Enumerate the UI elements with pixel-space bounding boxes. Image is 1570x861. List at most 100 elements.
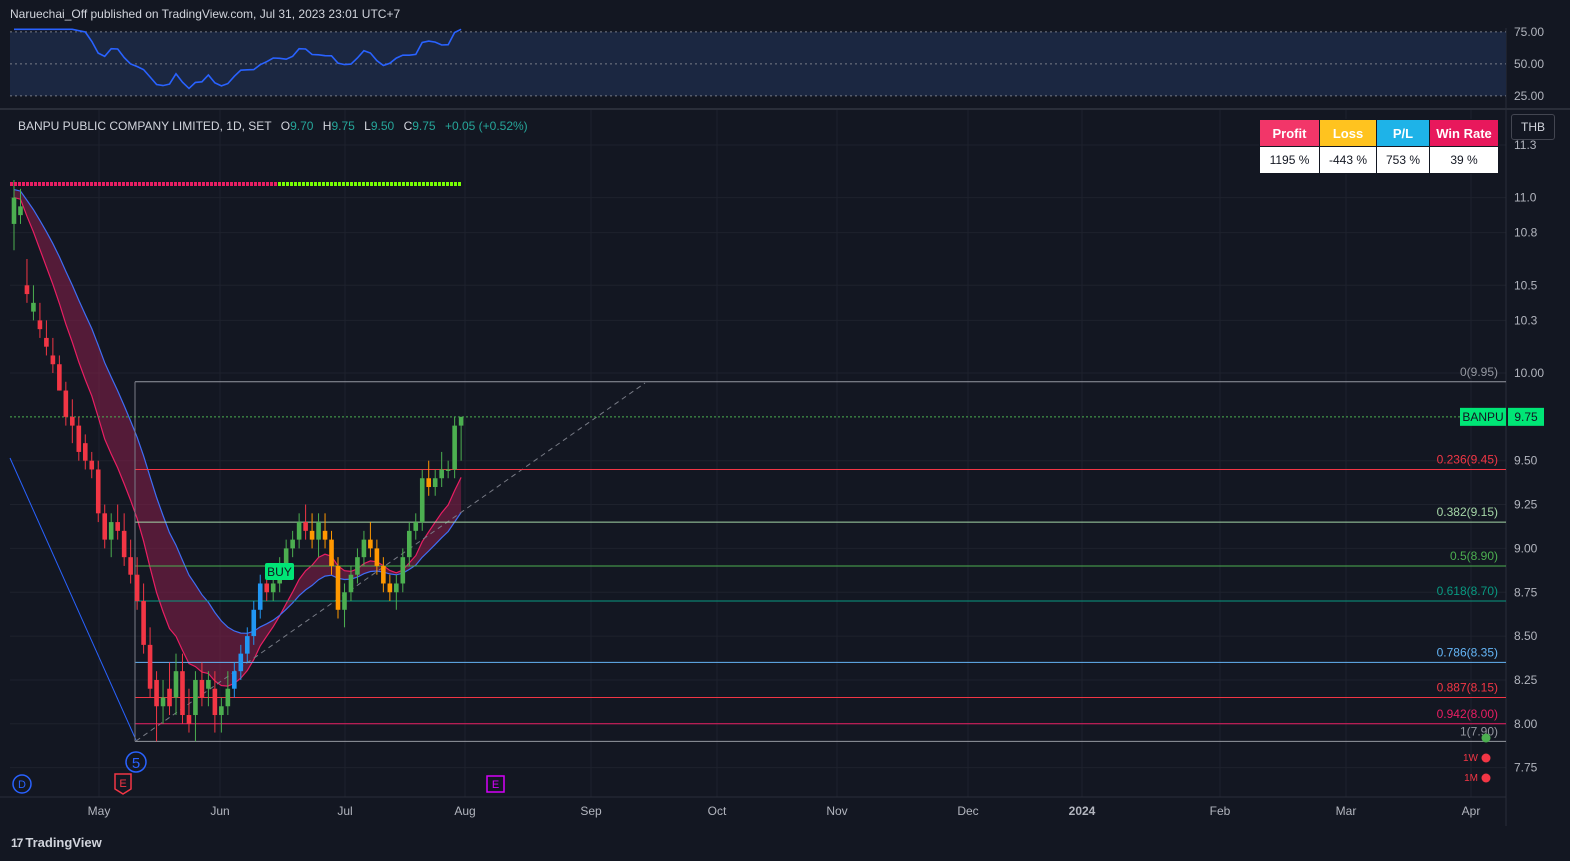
timeframe-1w-dot: [1481, 753, 1491, 763]
price-tick-label: 8.75: [1514, 585, 1538, 599]
price-tick-label: 8.00: [1514, 717, 1538, 731]
price-tick-label: 8.25: [1514, 673, 1538, 687]
last-price-tag-box: [1508, 407, 1544, 426]
signal-dot: [282, 182, 285, 186]
time-tick-label: Dec: [957, 804, 978, 818]
signal-dot: [278, 182, 281, 186]
rsi-line: [14, 28, 462, 90]
candle-body: [283, 548, 289, 566]
signal-dot: [134, 182, 137, 186]
candle-body: [31, 302, 36, 312]
signal-dot: [406, 182, 409, 186]
candle-body: [89, 460, 95, 470]
price-tick-label: 11.0: [1514, 191, 1537, 205]
candle-body: [400, 557, 406, 584]
close-value: 9.75: [412, 119, 436, 133]
earnings-marker-label: E: [119, 778, 126, 790]
signal-dot: [382, 182, 385, 186]
signal-dot: [410, 182, 413, 186]
timeframe-1m-dot: [1481, 773, 1491, 783]
pl-header: P/L: [1376, 119, 1430, 147]
signal-dot: [438, 182, 441, 186]
dividend-marker-circle: [12, 774, 32, 794]
candle-body: [206, 679, 211, 689]
signal-dot: [270, 182, 273, 186]
signal-dot: [326, 182, 329, 186]
profit-value: 1195 %: [1259, 146, 1320, 174]
signal-dot: [262, 182, 265, 186]
time-axis: May Jun Jul Aug Sep Oct Nov Dec 2024 Feb Mar Apr: [88, 804, 1481, 818]
signal-dot: [302, 182, 305, 186]
signal-dot: [286, 182, 289, 186]
ema-slow-line: [13, 189, 462, 634]
signal-dot: [178, 182, 181, 186]
candle-body: [102, 513, 108, 540]
signal-dot: [298, 182, 301, 186]
signal-dot: [446, 182, 449, 186]
open-label: O: [280, 119, 291, 133]
signal-dot: [70, 182, 73, 186]
rsi-tick-label: 75.00: [1514, 25, 1544, 39]
candle-body: [134, 574, 140, 602]
signal-dot: [66, 182, 69, 186]
dividend-marker-label: D: [18, 779, 26, 791]
signal-dot: [266, 182, 269, 186]
time-tick-label: Mar: [1336, 804, 1357, 818]
candle-body: [322, 530, 328, 540]
signal-dot: [310, 182, 313, 186]
signal-dot: [370, 182, 373, 186]
price-tick-label: 9.00: [1514, 541, 1538, 555]
publish-header: Naruechai_Off published on TradingView.c…: [0, 0, 1570, 28]
signal-dot: [254, 182, 257, 186]
candle-body: [348, 574, 354, 593]
candle-body: [24, 285, 30, 295]
signal-dot: [290, 182, 293, 186]
signal-dot: [250, 182, 253, 186]
signal-dot: [74, 182, 77, 186]
signal-dot: [398, 182, 401, 186]
signal-dot: [62, 182, 65, 186]
signal-dot: [374, 182, 377, 186]
signal-dot: [442, 182, 445, 186]
change-value: +0.05 (+0.52%): [444, 119, 528, 133]
ema-fast-line: [13, 197, 462, 687]
fib-level-label: 0(9.95): [1460, 365, 1498, 379]
signal-dot: [450, 182, 453, 186]
signal-dot: [110, 182, 113, 186]
signal-dot: [46, 182, 49, 186]
tradingview-logo[interactable]: 17 TradingView: [11, 835, 102, 850]
price-tick-label: 9.25: [1514, 498, 1538, 512]
price-tick-label: 7.75: [1514, 761, 1538, 775]
currency-button[interactable]: THB: [1511, 114, 1555, 140]
time-tick-label: 2024: [1069, 804, 1096, 818]
fib-level-label: 0.887(8.15): [1437, 680, 1498, 694]
signal-dot: [142, 182, 145, 186]
signal-dot: [338, 182, 341, 186]
signal-dot: [222, 182, 225, 186]
signal-dot: [210, 182, 213, 186]
high-value: 9.75: [331, 119, 355, 133]
candle-body: [128, 557, 133, 575]
rsi-tick-label: 50.00: [1514, 57, 1544, 71]
candle-body: [264, 583, 270, 593]
candle-body: [251, 609, 257, 637]
signal-dot: [78, 182, 81, 186]
low-value: 9.50: [370, 119, 395, 133]
signal-dot: [158, 182, 161, 186]
earnings-marker-future-label: E: [492, 779, 499, 791]
candle-body: [82, 443, 88, 461]
signal-dot: [34, 182, 37, 186]
signal-dot: [362, 182, 365, 186]
timeframe-1m-label: 1M: [1464, 773, 1478, 784]
price-axis: 11.3 11.0 10.8 10.5 10.3 10.00 9.50 9.25 9.00 8.7…: [1460, 25, 1544, 775]
wave-marker-circle: [125, 751, 147, 773]
close-label: C: [403, 119, 413, 133]
fib-level-label: 0.942(8.00): [1437, 707, 1498, 721]
signal-dot: [322, 182, 325, 186]
candle-body: [426, 478, 432, 488]
signal-dot: [118, 182, 121, 186]
candle-body: [180, 671, 185, 716]
candle-body: [225, 688, 231, 707]
signal-dot: [390, 182, 393, 186]
